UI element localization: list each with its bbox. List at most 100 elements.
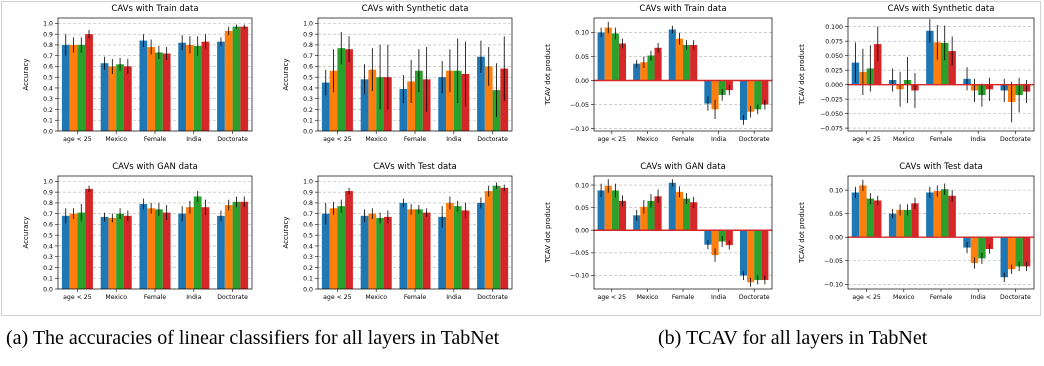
bar-age-25-s4: [345, 191, 353, 289]
y-tick-label: 0.025: [825, 67, 843, 74]
bar-mexico-s4: [123, 66, 132, 131]
x-tick-label-india: India: [971, 294, 986, 301]
x-tick-label-doctorate: Doctorate: [217, 136, 248, 143]
bar-female-s4: [690, 202, 698, 231]
x-tick-label-age-25: age < 25: [323, 136, 352, 143]
x-tick-label-india: India: [971, 136, 986, 143]
bar-female-s4: [162, 212, 171, 289]
x-tick-label-doctorate: Doctorate: [217, 294, 248, 301]
y-axis-label: Accuracy: [22, 217, 30, 249]
bar-doctorate-s2: [224, 30, 233, 132]
bar-female-s2: [933, 191, 941, 238]
bar-mexico-s1: [888, 213, 897, 238]
bar-mexico-s3: [116, 213, 124, 289]
plot-frame: [57, 17, 253, 132]
bar-age-25-s2: [604, 27, 612, 81]
bar-age-25-s4: [874, 200, 882, 238]
bar-female-s4: [948, 195, 956, 238]
bar-mexico-s2: [368, 213, 377, 289]
bar-mexico-s1: [100, 216, 109, 289]
bar-mexico-s2: [640, 206, 648, 231]
y-tick-label: −0.05: [570, 102, 589, 109]
bar-female-s1: [668, 29, 676, 81]
y-tick-label: 0.5: [303, 232, 313, 239]
y-tick-label: 1.0: [43, 21, 53, 28]
y-tick-label: 0.00: [575, 78, 589, 85]
y-tick-label: 0.05: [575, 205, 589, 212]
y-tick-label: 1.0: [303, 21, 313, 28]
x-tick-label-female: Female: [672, 294, 695, 301]
y-tick-label: 1.0: [303, 179, 313, 186]
bar-age-25-s2: [329, 208, 338, 289]
bar-female-s4: [422, 212, 431, 289]
bar-doctorate-s3: [754, 230, 762, 280]
y-tick-label: 0.6: [303, 64, 313, 71]
bar-female-s2: [675, 191, 683, 231]
bar-female-s1: [926, 30, 934, 85]
x-tick-label-doctorate: Doctorate: [1000, 136, 1031, 143]
bar-female-s2: [933, 42, 941, 85]
y-tick-label: 0.0: [303, 286, 313, 293]
y-tick-label: 0.6: [43, 64, 53, 71]
y-tick-label: 0.075: [825, 38, 843, 45]
x-tick-label-age-25: age < 25: [598, 294, 627, 301]
bar-doctorate-s1: [739, 230, 748, 276]
y-tick-label: 0.7: [43, 211, 53, 218]
y-axis-label: TCAV dot product: [798, 44, 806, 106]
bar-female-s4: [162, 53, 171, 132]
bar-doctorate-s1: [477, 202, 485, 289]
bar-female-s4: [690, 44, 698, 81]
bar-doctorate-s4: [1022, 237, 1031, 267]
x-tick-label-female: Female: [144, 294, 167, 301]
bar-age-25-s4: [85, 188, 93, 289]
y-tick-label: −0.025: [820, 96, 843, 103]
bar-mexico-s4: [383, 216, 392, 289]
bar-age-25-s3: [77, 44, 86, 131]
y-axis-label: Accuracy: [282, 217, 290, 249]
bar-doctorate-s3: [1015, 237, 1023, 267]
bar-doctorate-s3: [232, 201, 241, 289]
bar-female-s2: [675, 38, 683, 81]
x-tick-label-mexico: Mexico: [105, 294, 127, 301]
y-axis-label: TCAV dot product: [544, 44, 552, 106]
bar-india-s2: [711, 230, 719, 256]
bar-india-s1: [438, 77, 447, 131]
plot-frame: [593, 17, 773, 132]
y-tick-label: 0.2: [43, 107, 53, 114]
bar-age-25-s4: [345, 49, 353, 132]
bar-india-s3: [978, 237, 986, 259]
x-tick-label-doctorate: Doctorate: [477, 294, 508, 301]
plot-frame: [847, 17, 1035, 132]
y-tick-label: 0.1: [43, 276, 53, 283]
bar-age-25-s1: [597, 190, 605, 231]
bar-female-s3: [415, 209, 423, 289]
bar-age-25-s3: [337, 206, 346, 289]
chart-title: CAVs with GAN data: [112, 162, 198, 172]
bar-age-25-s2: [329, 70, 338, 131]
bar-age-25-s1: [851, 192, 860, 238]
bar-mexico-s1: [633, 63, 641, 81]
bar-mexico-s3: [903, 209, 912, 238]
bar-mexico-s1: [633, 215, 641, 231]
bar-mexico-s3: [116, 64, 124, 131]
y-tick-label: 0.9: [303, 31, 313, 38]
bar-india-s1: [178, 213, 187, 289]
bar-mexico-s4: [911, 203, 919, 238]
y-tick-label: 0.8: [43, 200, 53, 207]
bar-age-25-s4: [618, 43, 627, 81]
y-tick-label: 0.0: [43, 286, 53, 293]
plot-frame: [317, 175, 513, 290]
y-tick-label: 0.10: [575, 182, 589, 189]
bar-mexico-s3: [376, 217, 384, 289]
y-tick-label: 0.0: [303, 128, 313, 135]
bar-doctorate-s4: [240, 201, 249, 289]
y-axis-label: Accuracy: [22, 59, 30, 91]
bar-doctorate-s1: [739, 80, 748, 120]
bar-doctorate-s1: [1000, 237, 1008, 278]
x-tick-label-age-25: age < 25: [63, 294, 92, 301]
bar-mexico-s3: [647, 200, 655, 231]
bar-doctorate-s4: [240, 26, 249, 131]
bar-mexico-s2: [108, 217, 117, 289]
bar-female-s3: [415, 70, 423, 131]
chart-title: CAVs with Test data: [373, 162, 456, 172]
